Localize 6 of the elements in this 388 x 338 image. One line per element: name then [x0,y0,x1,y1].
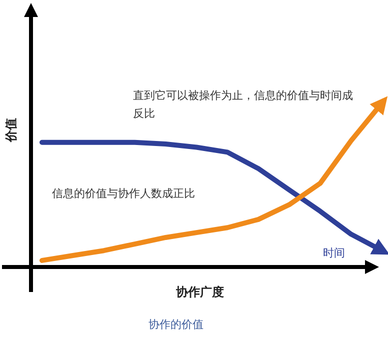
x-axis-title: 协作广度 [175,285,224,299]
annotation: 直到它可以被操作为止，信息的价值与时间成反比 [133,89,353,120]
text: 协作的价值 [148,318,204,331]
series-label: 时间 [323,246,345,260]
annotation: 信息的价值与协作人数成正比 [52,187,195,200]
y-axis-title: 价值 [4,118,18,143]
